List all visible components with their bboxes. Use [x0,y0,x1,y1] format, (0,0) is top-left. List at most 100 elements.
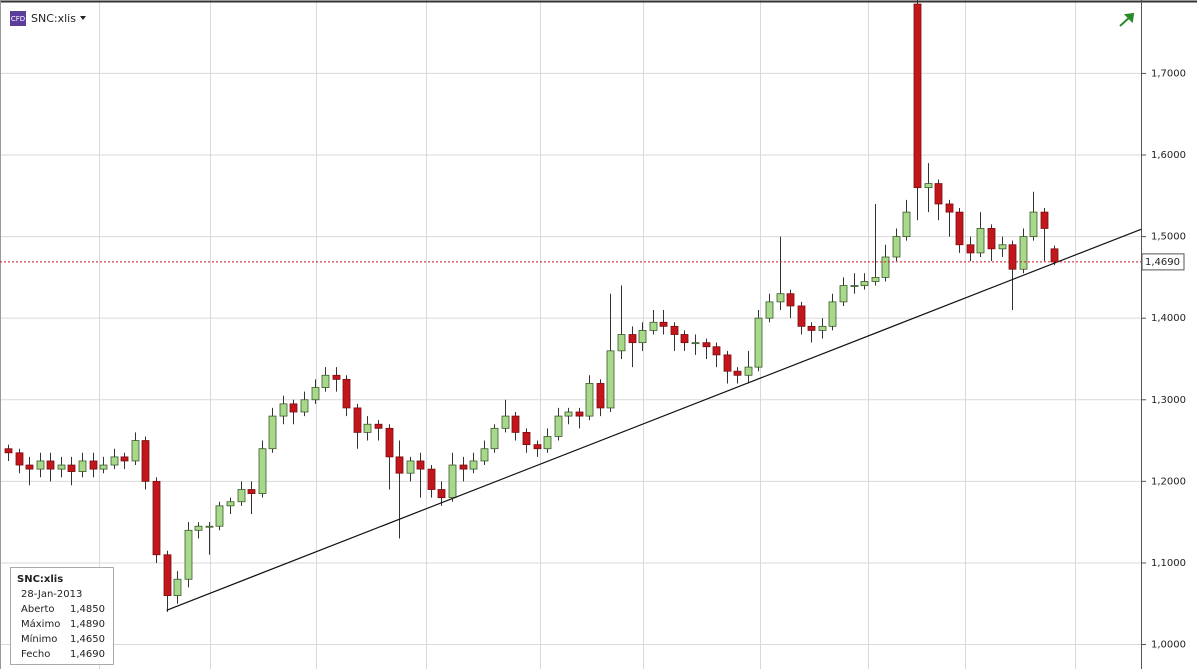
chart-icon[interactable] [1119,12,1135,27]
candle-body [786,293,795,307]
candle-body [184,529,193,580]
info-label: Aberto [21,604,55,615]
candle-body [36,460,45,470]
candle-body [152,480,161,556]
candle-body [554,415,563,437]
last-price-box [1141,253,1185,271]
candle-body [226,501,235,507]
candle-body [300,399,309,413]
candle-body [374,423,383,429]
candle-body [46,460,55,470]
candle-body [321,374,330,388]
y-tick-label: 1,1000 [1151,558,1186,569]
candle-body [205,525,214,528]
candle-body [733,370,742,376]
info-box: SNC:xlis 28-Jan-2013 Aberto 1,4850 Máximo 1… [10,567,114,665]
candle-body [543,436,552,450]
y-tick-label: 1,4000 [1151,313,1186,324]
candle-body [490,427,499,450]
candle-body [533,444,542,450]
candle-body [596,383,605,409]
candle-body [353,407,362,433]
last-price-label: 1,4690 [1145,257,1180,268]
dropdown-arrow[interactable] [80,16,86,20]
candle-body [839,285,848,303]
symbol: SNC:xlis [31,12,76,25]
candle-body [416,460,425,470]
candle-body [110,456,119,466]
info-value: 1,4890 [70,619,105,630]
info-label: Mínimo [21,633,57,645]
candle-body [1040,211,1049,229]
candle-body [776,293,785,303]
candle-body [427,468,436,490]
candle-body [279,403,288,417]
candle-body [998,244,1007,250]
candle-body [469,460,478,470]
info-value: 1,4690 [70,649,105,660]
candle-body [1029,211,1038,237]
header[interactable]: CFD SNC:xlis [10,11,86,26]
candle-body [258,448,267,494]
info-frame [10,567,114,665]
candle-body [247,489,256,494]
candle-body [173,578,182,596]
candle-body [945,203,954,213]
info-title: SNC:xlis [17,574,63,585]
candle-body [723,354,732,372]
candle-body [818,325,827,331]
candle-body [78,460,87,472]
y-tick-label: 1,3000 [1151,395,1186,406]
candle-body [638,330,647,344]
candle-body [881,256,890,278]
candle-body [807,325,816,331]
candle-body [585,383,594,417]
candle-body [797,305,806,327]
info-value: 1,4850 [70,604,105,615]
y-tick-label: 1,6000 [1151,150,1186,161]
candle-body [448,464,457,499]
candle-body [480,448,489,462]
candle-body [828,301,837,327]
candle-body [1050,248,1059,263]
candle-body [1019,236,1028,270]
candle-body [332,374,341,380]
badge [10,11,26,26]
candle-body [511,415,520,433]
candle-body [437,489,446,499]
candle-body [459,464,468,470]
candle-body [67,464,76,472]
candle-body [311,387,320,401]
candle-body [268,415,277,450]
y-tick-label: 1,2000 [1151,476,1186,487]
candle-body [4,448,13,454]
candle-body [955,211,964,246]
info-label: Fecho [21,649,50,660]
candle-body [57,464,66,470]
candle-body [871,276,880,282]
candle-body [120,456,129,462]
candle-body [617,334,626,352]
candle-body [628,334,637,344]
candle-body [395,456,404,474]
candle-body [25,464,34,470]
candle-body [754,317,763,368]
candle-body [363,423,372,433]
y-tick-label: 1,7000 [1151,68,1186,79]
candle-body [659,321,668,327]
candle-body [215,505,224,527]
candle-body [934,183,943,205]
candle-body [680,334,689,344]
candle-body [987,228,996,250]
candle-body [89,460,98,470]
candle-body [765,301,774,319]
candle-body [406,460,415,474]
candle-body [712,346,721,356]
candle-body [385,427,394,458]
candle-body [850,285,859,287]
candle-body [564,411,573,417]
candle-body [1008,244,1017,270]
y-tick-label: 1,0000 [1151,640,1186,651]
